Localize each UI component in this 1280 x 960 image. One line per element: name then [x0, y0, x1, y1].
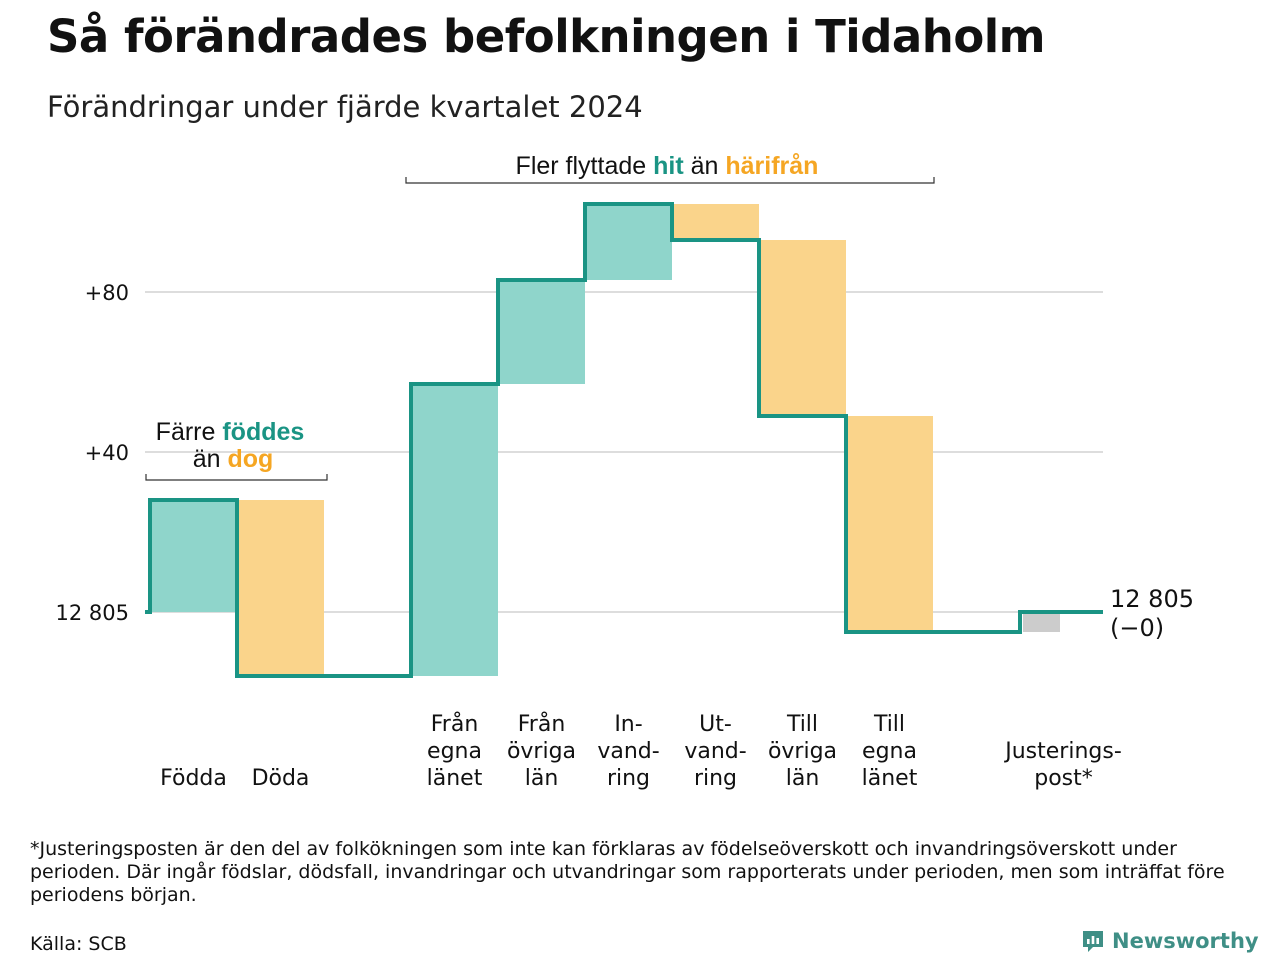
category-label: län [525, 766, 559, 791]
category-label: ring [694, 766, 737, 791]
source: Källa: SCB [30, 933, 127, 955]
bar-negative [759, 240, 846, 416]
category-label: länet [427, 766, 483, 791]
category-label: post* [1034, 766, 1093, 791]
category-label: Födda [160, 766, 227, 791]
y-tick-label: +40 [85, 441, 129, 465]
bar-adjustment [1023, 612, 1060, 632]
category-label: In- [614, 712, 642, 737]
category-label: vand- [684, 739, 746, 764]
end-change-label: (−0) [1110, 614, 1164, 642]
annotation-migration: Fler flyttade hit än härifrån [516, 152, 819, 180]
category-label: övriga [768, 739, 837, 764]
bar-positive [498, 280, 585, 384]
category-label: övriga [507, 739, 576, 764]
chart-subtitle: Förändringar under fjärde kvartalet 2024 [47, 90, 643, 124]
bar-negative [237, 500, 324, 676]
category-label: Ut- [699, 712, 732, 737]
category-label: ring [607, 766, 650, 791]
bar-positive [585, 204, 672, 280]
category-label: Döda [252, 766, 310, 791]
category-label: länet [862, 766, 918, 791]
category-label: Justerings- [1003, 739, 1122, 764]
category-label: Till [786, 712, 818, 737]
newsworthy-logo-icon [1083, 931, 1103, 952]
brand-name: Newsworthy [1112, 929, 1259, 953]
end-value-label: 12 805 [1110, 585, 1194, 613]
category-label: egna [427, 739, 482, 764]
bar-positive [150, 500, 237, 612]
chart-title: Så förändrades befolkningen i Tidaholm [47, 10, 1046, 63]
y-tick-label: 12 805 [56, 601, 129, 625]
bar-negative [846, 416, 933, 632]
bar-negative [672, 204, 759, 240]
annotation-births-bracket [145, 474, 328, 481]
category-label: vand- [597, 739, 659, 764]
annotation-migration-bracket [405, 177, 935, 184]
category-label: egna [862, 739, 917, 764]
brand-logo: Newsworthy [1080, 928, 1259, 954]
category-label: Från [518, 711, 566, 737]
annotation-births-line2: än dog [193, 445, 274, 473]
y-tick-label: +80 [85, 281, 129, 305]
category-label: län [786, 766, 820, 791]
category-label: Till [873, 712, 905, 737]
annotation-births-line1: Färre föddes [156, 418, 305, 446]
cumulative-line [145, 202, 1103, 678]
category-label: Från [431, 711, 479, 737]
footnote: *Justeringsposten är den del av folkökni… [30, 838, 1225, 906]
bar-positive [411, 384, 498, 676]
